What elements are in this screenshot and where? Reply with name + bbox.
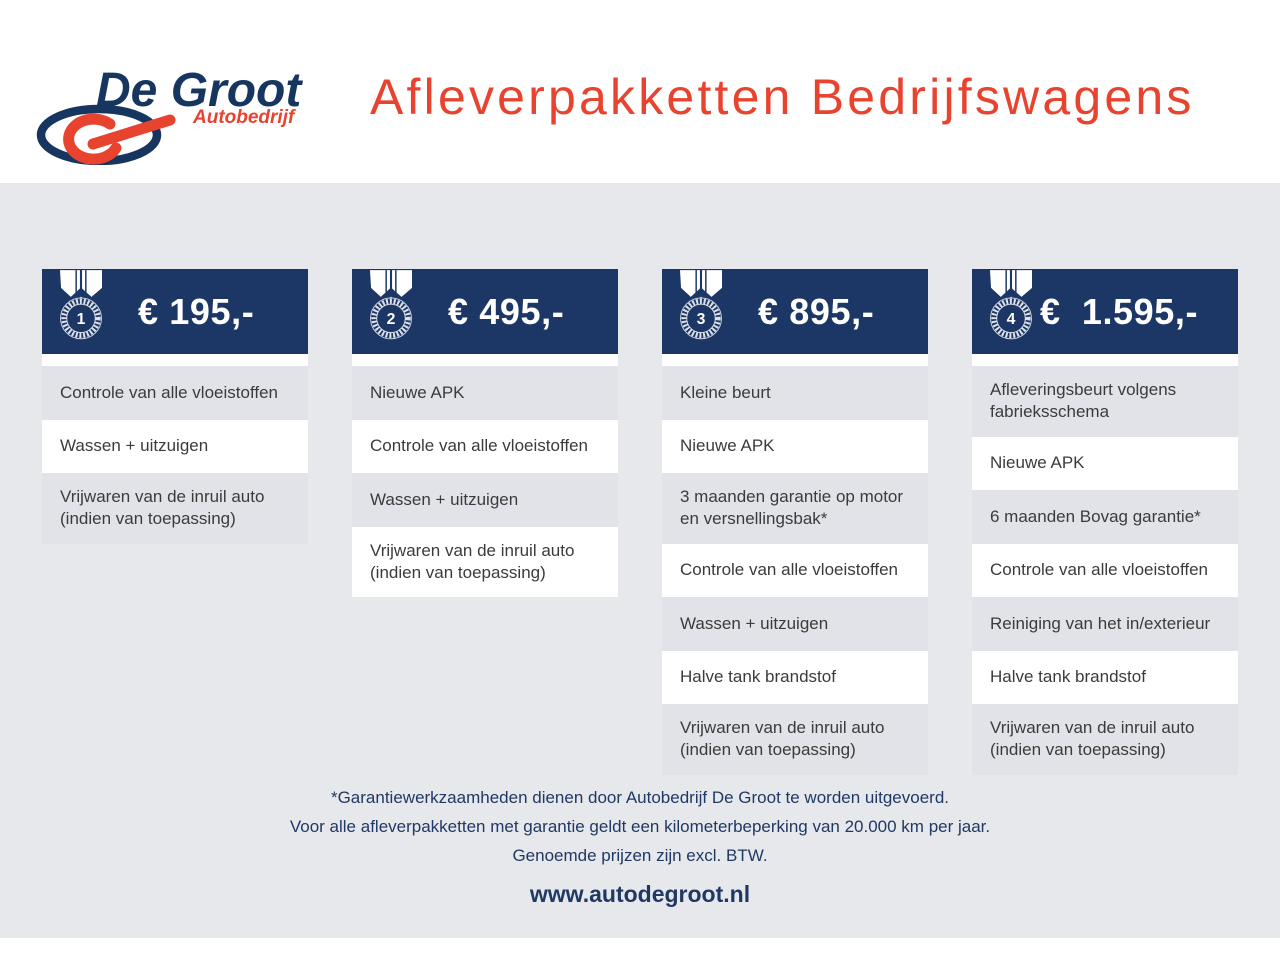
svg-text:1: 1: [77, 311, 86, 328]
svg-text:Autobedrijf: Autobedrijf: [192, 107, 296, 128]
svg-text:4: 4: [1007, 311, 1016, 328]
svg-text:2: 2: [387, 311, 396, 328]
svg-text:3: 3: [697, 311, 706, 328]
